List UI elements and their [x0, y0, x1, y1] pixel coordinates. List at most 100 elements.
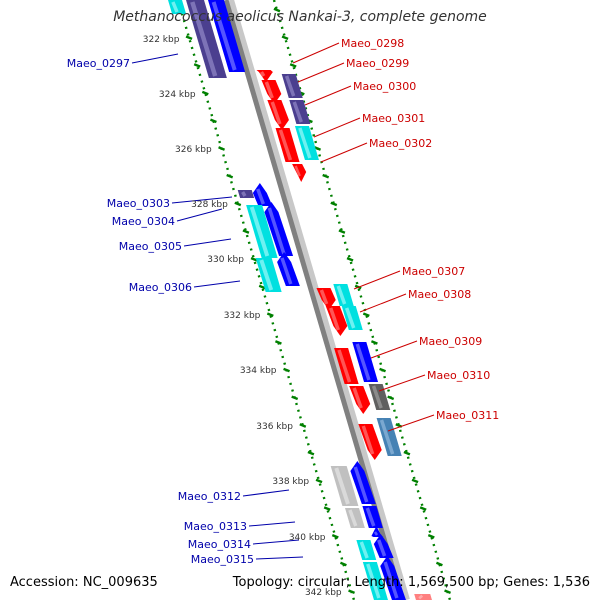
- gene-highlight: [280, 257, 293, 285]
- gene-bottom-partial[interactable]: [414, 594, 432, 600]
- scale-tick-label: 338 kbp: [272, 477, 309, 487]
- tick-mark: [291, 395, 299, 401]
- gene-maeo-0300-a[interactable]: [281, 74, 303, 98]
- map-title: Methanococcus aeolicus Nankai-3, complet…: [113, 9, 487, 25]
- gene-maeo-0315-b[interactable]: [380, 556, 406, 600]
- gene-label[interactable]: Maeo_0307: [402, 265, 465, 278]
- tick-mark: [346, 256, 354, 262]
- gene-label[interactable]: Maeo_0310: [427, 369, 490, 382]
- gene-label[interactable]: Maeo_0311: [436, 409, 499, 422]
- gene-maeo-0314-a[interactable]: [371, 526, 384, 537]
- gene-partial-top[interactable]: [168, 0, 187, 14]
- scale-tick-label: 336 kbp: [256, 422, 293, 432]
- gene-label[interactable]: Maeo_0308: [408, 288, 471, 301]
- gene-label[interactable]: Maeo_0297: [67, 57, 130, 70]
- gene-maeo-0303[interactable]: [237, 190, 255, 198]
- gene-maeo-0314-c[interactable]: [373, 534, 394, 558]
- gene-highlight: [328, 307, 340, 331]
- tick-mark: [330, 201, 338, 207]
- gene-maeo-0301-b[interactable]: [294, 126, 319, 160]
- feature-layer: [168, 0, 432, 600]
- gene-label[interactable]: Maeo_0313: [184, 520, 247, 533]
- gene-label[interactable]: Maeo_0300: [353, 80, 416, 93]
- label-leader-line: [176, 208, 223, 222]
- tick-mark: [258, 284, 266, 290]
- scale-tick-label: 326 kbp: [175, 145, 212, 155]
- tick-mark: [185, 35, 193, 41]
- gene-label[interactable]: Maeo_0309: [419, 335, 482, 348]
- tick-mark: [281, 35, 289, 41]
- gene-highlight: [284, 75, 296, 97]
- scale-tick-label: 328 kbp: [191, 200, 228, 210]
- gene-maeo-0308-b[interactable]: [325, 306, 348, 336]
- gene-label[interactable]: Maeo_0299: [346, 57, 409, 70]
- gene-maeo-0307[interactable]: [316, 288, 336, 310]
- gene-label[interactable]: Maeo_0314: [188, 538, 251, 551]
- gene-label[interactable]: Maeo_0304: [112, 215, 175, 228]
- gene-label[interactable]: Maeo_0298: [341, 37, 404, 50]
- gene-maeo-0299[interactable]: [261, 80, 282, 104]
- gene-maeo-0308-a[interactable]: [333, 284, 354, 306]
- gene-maeo-0312-a[interactable]: [330, 466, 359, 506]
- gene-label[interactable]: Maeo_0305: [119, 240, 182, 253]
- gene-maeo-0298[interactable]: [256, 70, 273, 82]
- gene-maeo-0311-a[interactable]: [358, 424, 382, 460]
- gene-maeo-0304-b[interactable]: [246, 205, 278, 258]
- tick-mark: [411, 478, 419, 484]
- gene-maeo-0310-b[interactable]: [368, 384, 391, 410]
- gene-highlight: [418, 594, 424, 600]
- gene-maeo-0314-b[interactable]: [356, 540, 377, 560]
- label-leader-line: [370, 340, 418, 359]
- gene-labels: Maeo_0297 Maeo_0298 Maeo_0299 Maeo_0300 Maeo…: [67, 37, 499, 566]
- gene-maeo-0301[interactable]: [275, 128, 300, 162]
- backbone-shadow: [226, 0, 410, 600]
- gene-maeo-0309-a[interactable]: [334, 348, 359, 384]
- tick-mark: [274, 340, 282, 345]
- gene-highlight: [337, 349, 352, 383]
- gene-maeo-0297-b[interactable]: [208, 0, 246, 72]
- gene-maeo-0302[interactable]: [292, 164, 307, 182]
- gene-highlight: [292, 101, 303, 123]
- gene-maeo-0310-a[interactable]: [349, 386, 371, 414]
- gene-maeo-0313-b[interactable]: [362, 506, 383, 528]
- label-leader-line: [292, 42, 340, 64]
- label-leader-line: [255, 556, 304, 560]
- scale-tick-label: 332 kbp: [224, 311, 261, 321]
- gene-label[interactable]: Maeo_0303: [107, 197, 170, 210]
- gene-maeo-0304-a[interactable]: [252, 183, 273, 206]
- tick-mark: [322, 173, 330, 179]
- gene-maeo-0313-a[interactable]: [344, 508, 365, 528]
- gene-highlight: [365, 507, 376, 527]
- label-leader-line: [378, 374, 426, 392]
- gene-maeo-0306-b[interactable]: [277, 252, 300, 286]
- tick-mark: [370, 340, 378, 345]
- gene-maeo-0315-a[interactable]: [362, 562, 388, 600]
- gene-highlight: [371, 385, 383, 409]
- gene-label[interactable]: Maeo_0302: [369, 137, 432, 150]
- gene-maeo-0300-b[interactable]: [267, 100, 289, 130]
- gene-maeo-0308-c[interactable]: [341, 306, 363, 330]
- gene-maeo-0300-c[interactable]: [289, 100, 311, 124]
- gene-highlight: [241, 191, 247, 197]
- label-leader-lines: [131, 42, 435, 560]
- gene-maeo-0311-b[interactable]: [376, 418, 402, 456]
- gene-label[interactable]: Maeo_0306: [129, 281, 192, 294]
- gene-label[interactable]: Maeo_0315: [191, 553, 254, 566]
- gene-maeo-0306-a[interactable]: [255, 258, 282, 292]
- gene-maeo-0305[interactable]: [264, 202, 294, 256]
- tick-mark: [226, 173, 234, 179]
- gene-highlight: [352, 387, 363, 409]
- gene-maeo-0309-b[interactable]: [352, 342, 379, 382]
- tick-mark: [201, 90, 209, 96]
- gene-label[interactable]: Maeo_0312: [178, 490, 241, 503]
- gene-label[interactable]: Maeo_0301: [362, 112, 425, 125]
- tick-mark: [427, 533, 435, 539]
- gene-highlight: [344, 307, 356, 329]
- tick-mark: [283, 367, 290, 373]
- label-leader-line: [248, 521, 296, 527]
- topology-label: Topology:: [232, 575, 294, 590]
- label-leader-line: [320, 142, 368, 163]
- gene-maeo-0312-b[interactable]: [350, 461, 376, 504]
- gene-maeo-0297-a[interactable]: [186, 0, 227, 78]
